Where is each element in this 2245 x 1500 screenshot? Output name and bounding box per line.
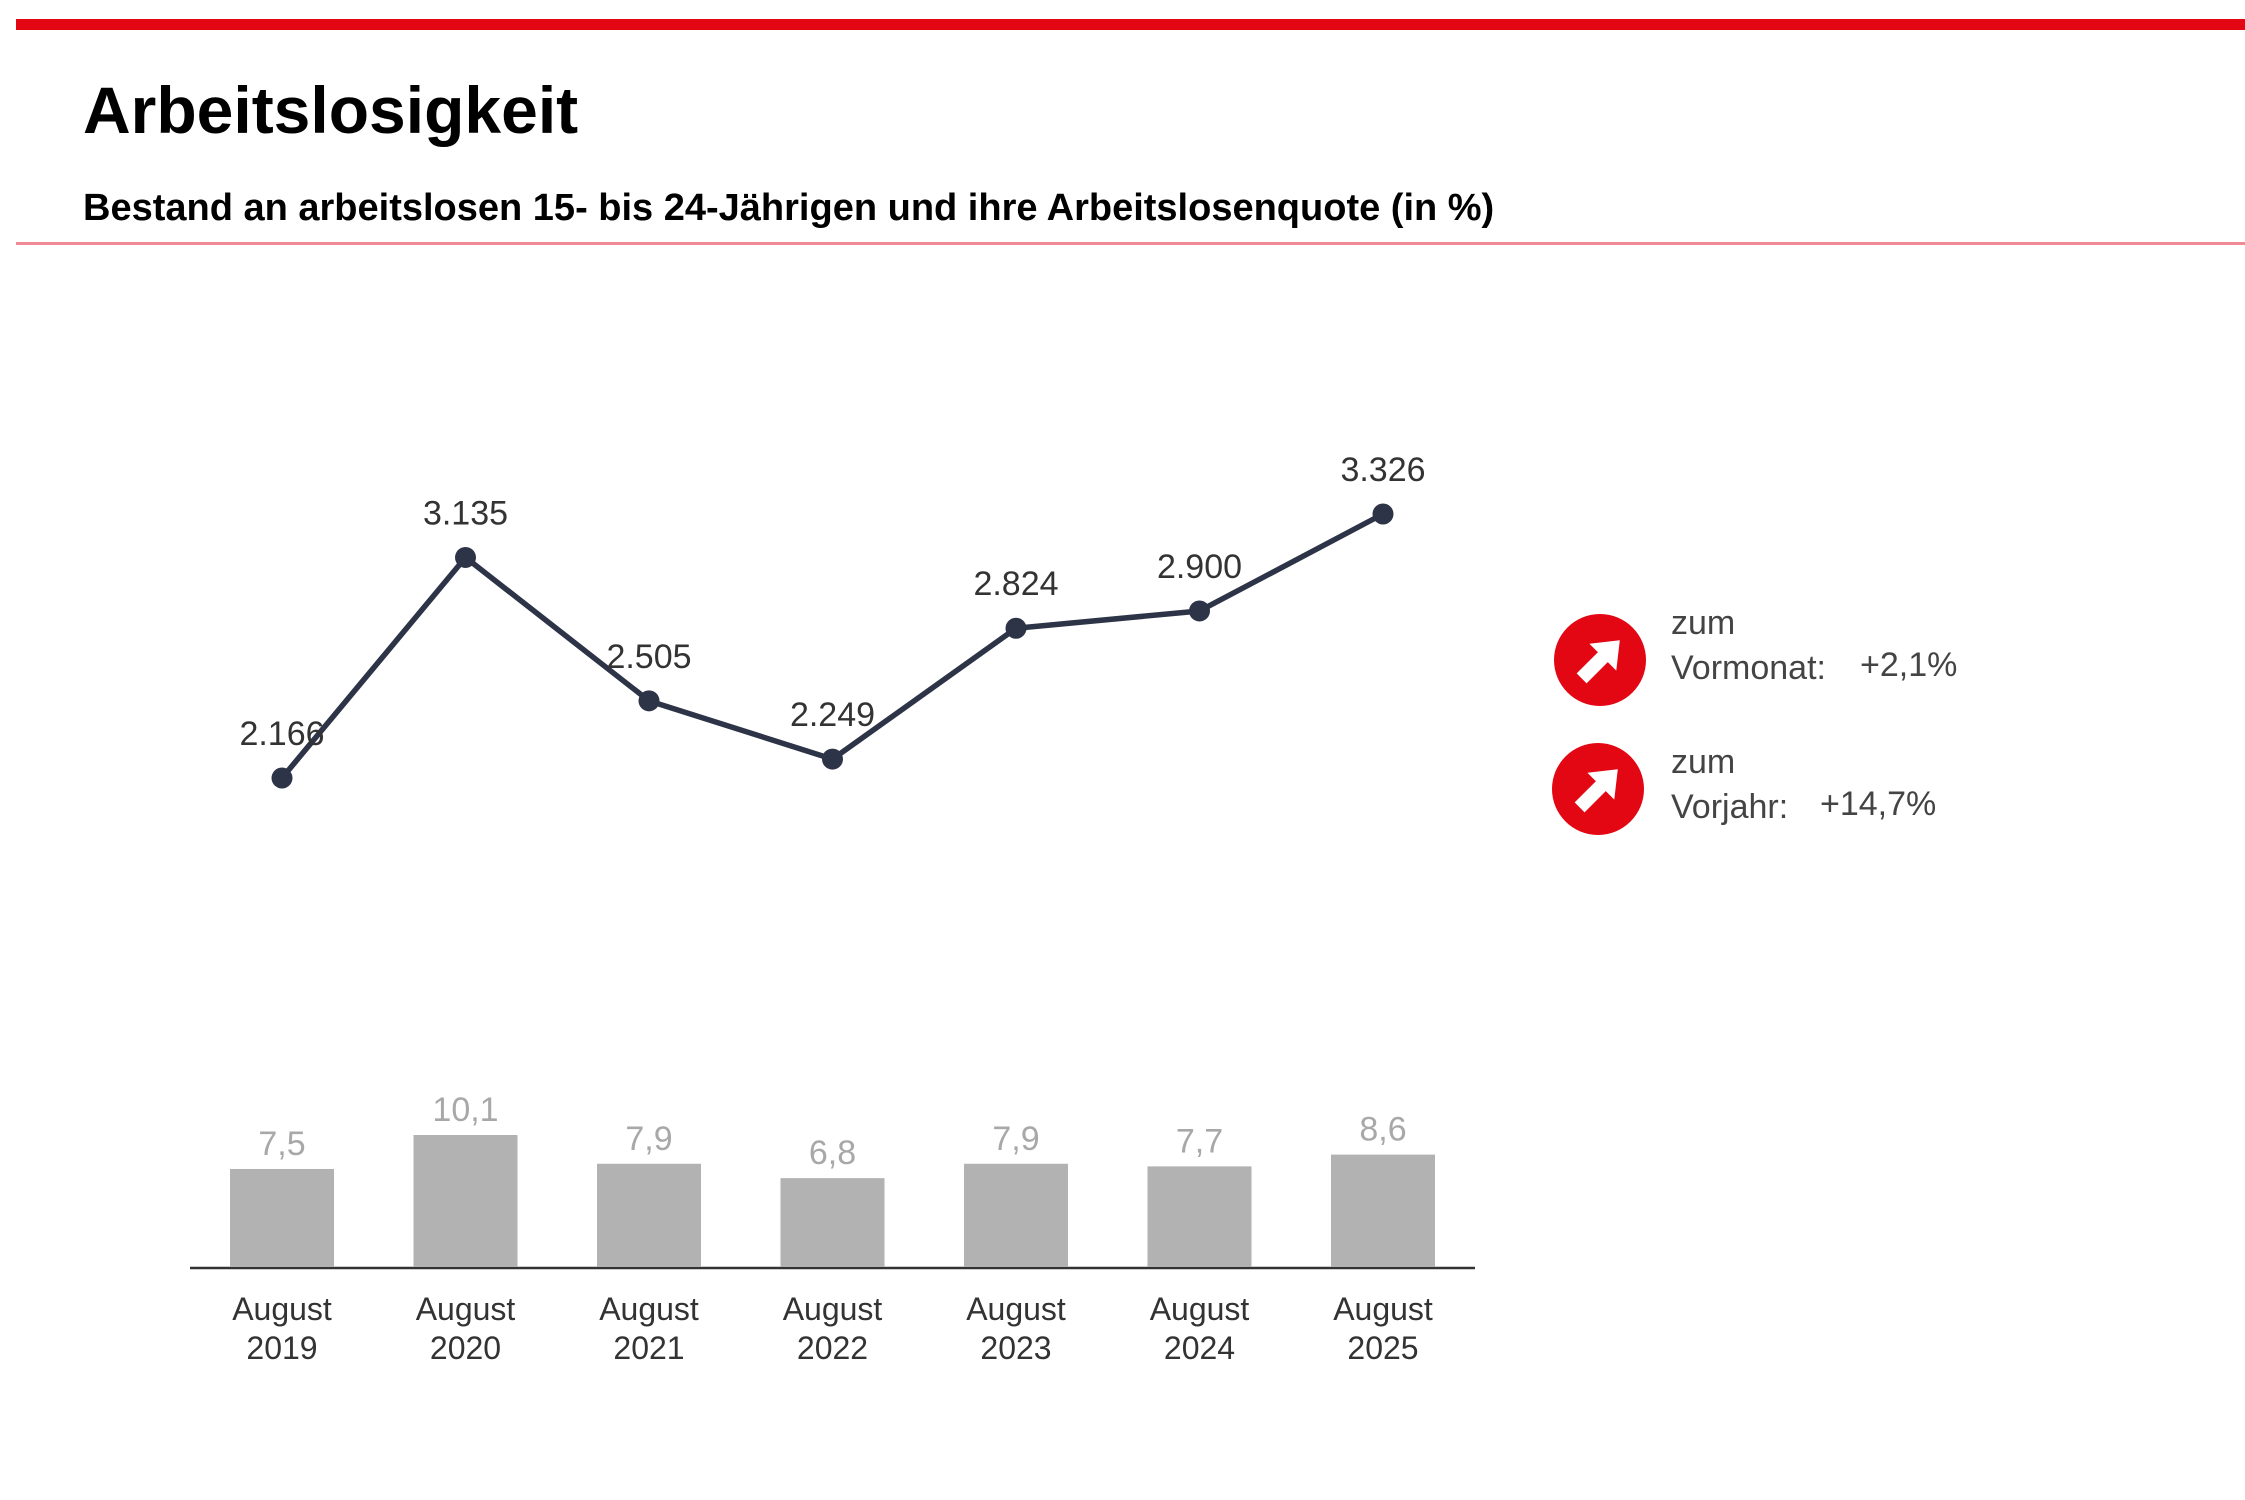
indicator-arrow xyxy=(1576,640,1620,684)
x-tick-label: August 2019 xyxy=(232,1291,332,1366)
indicator-value: +14,7% xyxy=(1820,785,1936,823)
line-marker xyxy=(638,690,660,712)
indicator-arrow xyxy=(1574,769,1618,813)
indicator: zum Vorjahr: +14,7% xyxy=(1552,743,1936,835)
x-tick-label: August 2020 xyxy=(416,1291,516,1366)
bar xyxy=(964,1163,1068,1267)
indicator: zum Vormonat: +2,1% xyxy=(1554,604,1957,706)
bar xyxy=(1147,1166,1252,1267)
line-value-label: 2.505 xyxy=(606,638,691,676)
x-tick-label: August 2022 xyxy=(783,1291,883,1366)
line-value-label: 2.824 xyxy=(973,565,1058,603)
bar-value-label: 7,9 xyxy=(625,1120,672,1158)
line-value-label: 3.326 xyxy=(1340,451,1425,489)
bar xyxy=(597,1163,701,1267)
x-tick-label: August 2024 xyxy=(1150,1291,1250,1366)
indicator-value: +2,1% xyxy=(1860,646,1957,684)
line-marker xyxy=(822,748,843,770)
x-tick-label: August 2021 xyxy=(599,1291,699,1366)
line-marker xyxy=(1189,600,1210,622)
indicator-label: zum Vormonat: xyxy=(1671,604,1826,687)
bar xyxy=(230,1168,334,1267)
bar-value-label: 10,1 xyxy=(432,1091,498,1129)
top-bar xyxy=(16,19,2245,30)
divider xyxy=(16,242,2245,245)
line-marker xyxy=(271,767,293,789)
bar-value-label: 7,5 xyxy=(258,1125,305,1163)
bar-value-label: 7,7 xyxy=(1176,1122,1223,1160)
line-marker xyxy=(455,546,476,568)
x-tick-label: August 2025 xyxy=(1333,1291,1433,1366)
line-marker xyxy=(1372,503,1394,525)
bar xyxy=(1331,1154,1435,1267)
line-marker xyxy=(1005,617,1027,639)
bar-value-label: 8,6 xyxy=(1359,1111,1406,1149)
line-value-label: 2.249 xyxy=(790,696,875,734)
chart-title: Arbeitslosigkeit xyxy=(83,73,578,147)
line-value-label: 2.166 xyxy=(239,715,324,753)
bar xyxy=(413,1135,518,1267)
chart-subtitle: Bestand an arbeitslosen 15- bis 24-Jähri… xyxy=(83,187,1494,229)
x-tick-label: August 2023 xyxy=(966,1291,1066,1366)
bar-value-label: 6,8 xyxy=(809,1134,856,1172)
bar-value-label: 7,9 xyxy=(992,1120,1039,1158)
indicator-label: zum Vorjahr: xyxy=(1671,743,1788,826)
line-value-label: 2.900 xyxy=(1157,548,1242,586)
bar xyxy=(780,1178,885,1267)
line-value-label: 3.135 xyxy=(423,494,508,532)
